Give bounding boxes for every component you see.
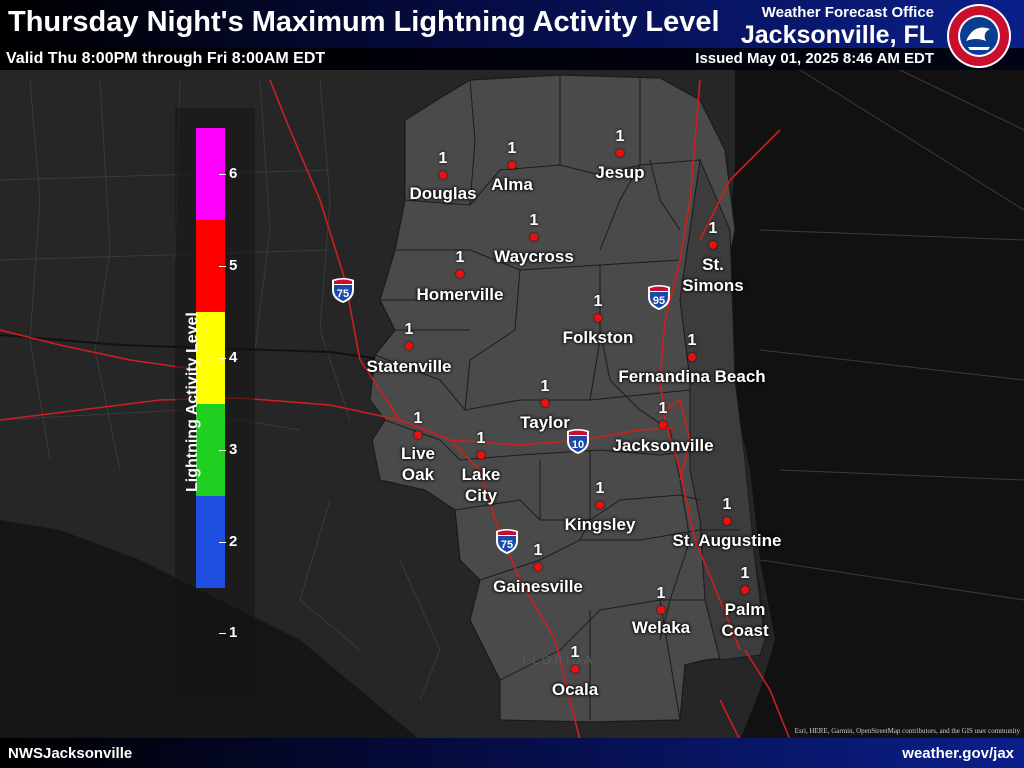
footer-website-link[interactable]: weather.gov/jax [902,745,1014,762]
city-dot-icon [534,563,542,571]
city-name-label: Jacksonville [612,436,714,455]
interstate-number: 10 [572,439,584,451]
city-name-label: Douglas [409,184,477,203]
city-value-label: 1 [656,585,666,602]
city-dot-icon [657,606,665,614]
footer-bar: NWSJacksonville weather.gov/jax [0,738,1024,768]
interstate-number: 75 [501,539,513,551]
issued-time: Issued May 01, 2025 8:46 AM EDT [695,50,934,67]
subtitle-bar [0,48,1024,70]
city-name-label: Lake City [461,465,501,505]
legend-tick-label: 5 [219,257,237,274]
city-dot-icon [616,149,624,157]
city-dot-icon [571,665,579,673]
nws-logo-icon [947,4,1011,68]
legend-tick-label: 6 [219,165,237,182]
office-city: Jacksonville, FL [740,21,934,49]
city-dot-icon [541,399,549,407]
city-value-label: 1 [438,150,448,167]
city-dot-icon [405,342,413,350]
city-dot-icon [508,161,516,169]
city-dot-icon [456,270,464,278]
city-value-label: 1 [687,332,697,349]
city-value-label: 1 [455,249,465,266]
city-value-label: 1 [595,480,605,497]
city-value-label: 1 [540,378,550,395]
city-value-label: 1 [570,644,580,661]
city-dot-icon [709,241,717,249]
interstate-number: 75 [337,288,349,300]
city-name-label: Gainesville [493,577,583,596]
city-name-label: Kingsley [564,515,636,534]
interstate-shield-icon: 95 [648,285,670,310]
city-name-label: Alma [491,175,533,194]
city-name-label: Statenville [366,357,452,376]
map-attribution: Esri, HERE, Garmin, OpenStreetMap contri… [794,727,1020,735]
city-dot-icon [741,586,749,594]
city-value-label: 1 [507,140,517,157]
legend-tick-label: 4 [219,349,237,366]
city-value-label: 1 [413,410,423,427]
city-value-label: 1 [740,565,750,582]
legend-tick-label: 2 [219,533,237,550]
interstate-shield-icon: 75 [332,278,354,303]
city-value-label: 1 [615,128,625,145]
city-dot-icon [659,421,667,429]
office-label: Weather Forecast Office [761,4,934,21]
city-dot-icon [414,431,422,439]
interstate-number: 95 [653,295,665,307]
header-bar: Thursday Night's Maximum Lightning Activ… [0,0,1024,70]
city-value-label: 1 [529,212,539,229]
city-dot-icon [439,171,447,179]
city-name-label: St. Simons [682,255,744,295]
city-name-label: Jesup [595,163,645,182]
city-value-label: 1 [476,430,486,447]
footer-social-handle[interactable]: NWSJacksonville [8,745,133,762]
city-name-label: Taylor [520,413,570,432]
city-value-label: 1 [722,496,732,513]
city-name-label: Fernandina Beach [618,367,766,386]
legend-tick-label: 3 [219,441,237,458]
city-value-label: 1 [533,542,543,559]
city-dot-icon [477,451,485,459]
city-dot-icon [723,517,731,525]
city-name-label: St. Augustine [672,531,782,550]
city-value-label: 1 [404,321,414,338]
city-name-label: Folkston [562,328,634,347]
legend-tick-label: 1 [219,624,237,641]
city-dot-icon [530,233,538,241]
city-value-label: 1 [593,293,603,310]
city-name-label: Ocala [551,680,599,699]
state-label: FLORIDA [522,653,596,667]
valid-period: Valid Thu 8:00PM through Fri 8:00AM EDT [6,50,326,67]
legend-title: Lightning Activity Level [184,312,201,492]
interstate-shield-icon: 75 [496,529,518,554]
city-name-label: Waycross [494,247,574,266]
interstate-shield-icon: 10 [567,429,589,454]
city-dot-icon [688,353,696,361]
city-dot-icon [596,501,604,509]
city-value-label: 1 [658,400,668,417]
city-name-label: Palm Coast [721,600,769,640]
city-dot-icon [594,314,602,322]
city-value-label: 1 [708,220,718,237]
page-title: Thursday Night's Maximum Lightning Activ… [8,6,720,38]
city-name-label: Welaka [631,618,691,637]
city-name-label: Homerville [416,285,504,304]
city-name-label: Live Oak [400,444,436,484]
